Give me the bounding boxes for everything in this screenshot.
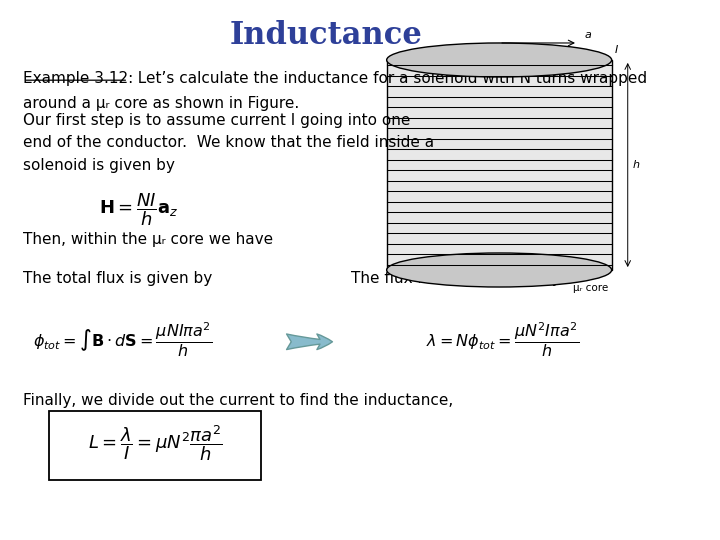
Text: $L = \dfrac{\lambda}{I} = \mu N^2 \dfrac{\pi a^2}{h}$: $L = \dfrac{\lambda}{I} = \mu N^2 \dfrac… [88, 423, 222, 463]
Bar [387, 60, 612, 270]
Text: Our first step is to assume current I going into one
end of the conductor.  We k: Our first step is to assume current I go… [24, 113, 435, 173]
Text: μᵣ core: μᵣ core [573, 284, 608, 293]
Text: h: h [632, 160, 639, 170]
Text: Then, within the μᵣ core we have: Then, within the μᵣ core we have [24, 232, 274, 247]
Text: around a μᵣ core as shown in Figure.: around a μᵣ core as shown in Figure. [24, 96, 300, 111]
Text: Inductance: Inductance [229, 20, 422, 51]
Text: a: a [585, 30, 592, 40]
Text: $\phi_{tot} = \int \mathbf{B}\cdot d\mathbf{S} = \dfrac{\mu NI \pi a^2}{h}$: $\phi_{tot} = \int \mathbf{B}\cdot d\mat… [33, 321, 213, 359]
Text: Example 3.12:: Example 3.12: [24, 71, 134, 86]
Text: The flux linkage is given by: The flux linkage is given by [351, 271, 561, 286]
Text: Let’s calculate the inductance for a solenoid with N turns wrapped: Let’s calculate the inductance for a sol… [128, 71, 647, 86]
Text: $\lambda = N\phi_{tot} = \dfrac{\mu N^2 I \pi a^2}{h}$: $\lambda = N\phi_{tot} = \dfrac{\mu N^2 … [426, 321, 579, 359]
Text: I: I [615, 45, 618, 55]
Ellipse shape [387, 43, 612, 77]
Text: Finally, we divide out the current to find the inductance,: Finally, we divide out the current to fi… [24, 393, 454, 408]
Text: The total flux is given by: The total flux is given by [24, 271, 212, 286]
Ellipse shape [387, 253, 612, 287]
Text: $\mathbf{H} = \dfrac{NI}{h}\mathbf{a}_z$: $\mathbf{H} = \dfrac{NI}{h}\mathbf{a}_z$ [99, 191, 179, 228]
